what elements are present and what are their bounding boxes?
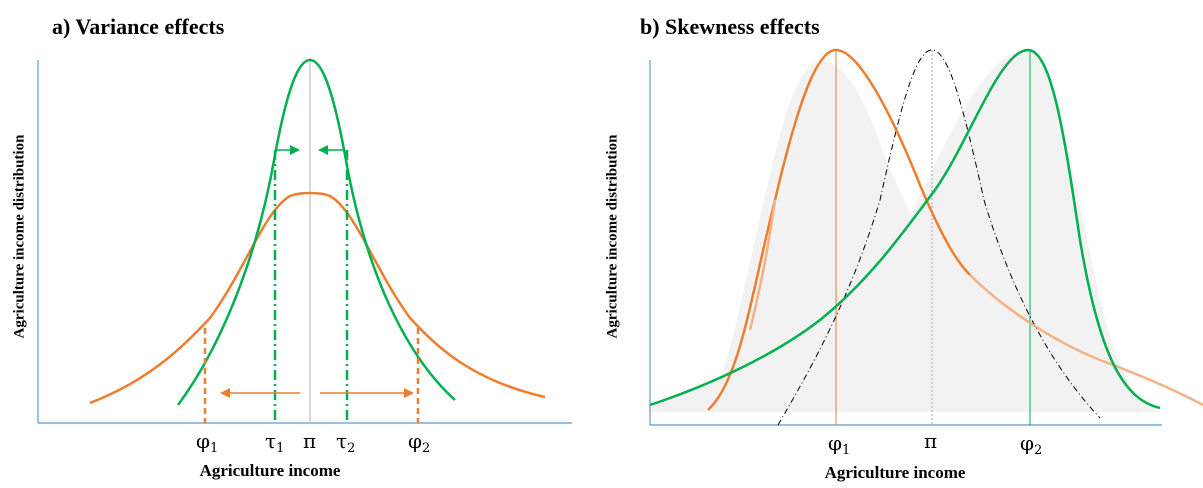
panel-b-right-skewed-curve-tail	[969, 274, 1203, 407]
panel-b-x-axis-label: Agriculture income	[824, 463, 966, 482]
panel-b-title: b) Skewness effects	[640, 14, 820, 39]
panel-a-tick-pi: π	[303, 429, 316, 453]
panel-b-right-skewed-curve-left-tail	[748, 199, 777, 331]
panel-a-tick-tau2: τ2	[336, 429, 355, 456]
panel-b-tick-phi1: φ1	[828, 431, 850, 458]
panel-a-tick-phi1: φ1	[196, 429, 218, 456]
panel-b-shaded-area-left	[708, 61, 980, 412]
panel-a-x-axis-label: Agriculture income	[199, 461, 341, 480]
panel-b-left-skewed-curve	[649, 48, 1161, 410]
panel-a-tick-phi2: φ2	[408, 429, 430, 456]
panel-skewness-effects: b) Skewness effects Agriculture income d…	[600, 0, 1203, 488]
panel-a-title: a) Variance effects	[52, 14, 225, 39]
panel-b-right-skewed-curve	[707, 48, 971, 411]
panel-b-diagram: φ1 π φ2	[649, 48, 1203, 458]
panel-a-wide-distribution-curve	[89, 191, 546, 405]
panel-variance-effects: a) Variance effects Agriculture income d…	[0, 0, 600, 488]
panel-a-diagram: φ1 τ1 π τ2 φ2	[37, 58, 572, 456]
panel-a-narrow-distribution-curve	[176, 58, 456, 406]
panel-b-symmetric-distribution-curve	[777, 49, 1101, 426]
panel-b-tick-pi: π	[924, 429, 937, 453]
panel-a-tick-tau1: τ1	[265, 429, 284, 456]
panel-b-tick-phi2: φ2	[1020, 431, 1042, 458]
